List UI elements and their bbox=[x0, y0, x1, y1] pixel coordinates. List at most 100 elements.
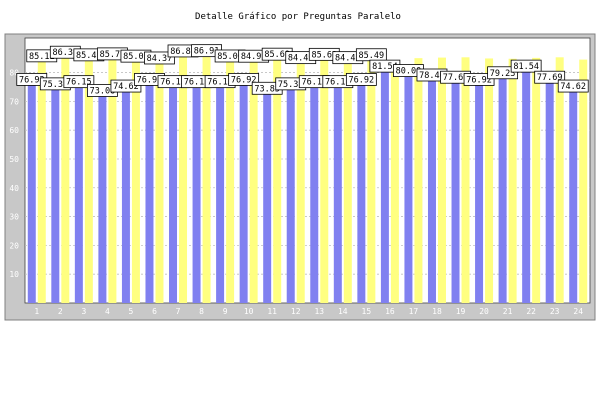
data-label-text: 81.54 bbox=[372, 62, 398, 72]
data-label: 76.92 bbox=[345, 73, 377, 86]
y-tick-label: 10 bbox=[9, 270, 19, 279]
x-tick-label: 2 bbox=[58, 307, 63, 316]
bar bbox=[51, 85, 60, 303]
data-label: 74.62 bbox=[110, 79, 142, 93]
y-tick-label: 70 bbox=[9, 97, 19, 106]
data-label-text: 80.00 bbox=[396, 67, 422, 77]
bar bbox=[427, 77, 436, 303]
y-tick-label: 60 bbox=[9, 126, 19, 135]
bar bbox=[380, 68, 389, 303]
x-tick-label: 12 bbox=[291, 307, 301, 316]
bar bbox=[239, 81, 248, 304]
data-label-text: 85.01 bbox=[123, 52, 149, 62]
data-label-text: 76.15 bbox=[325, 78, 351, 88]
data-label-text: 84.37 bbox=[147, 54, 173, 64]
bar bbox=[320, 56, 329, 303]
data-label-text: 78.46 bbox=[419, 71, 445, 81]
data-label-text: 86.91 bbox=[194, 47, 220, 57]
data-label-text: 76.92 bbox=[466, 75, 492, 85]
x-tick-label: 19 bbox=[456, 307, 466, 316]
bar bbox=[216, 83, 225, 303]
bar bbox=[508, 58, 517, 303]
data-label-text: 76.15 bbox=[207, 78, 233, 88]
data-label: 77.69 bbox=[534, 70, 566, 84]
data-label: 81.54 bbox=[510, 59, 542, 73]
data-label: 85.49 bbox=[355, 48, 387, 62]
data-label: 76.92 bbox=[134, 73, 165, 86]
data-labels: 85.11 76.92 86.37 75.38 85.45 76.15 85.79 73.08… bbox=[16, 44, 589, 97]
data-label-text: 79.23 bbox=[490, 69, 516, 79]
data-label-text: 76.15 bbox=[184, 78, 210, 88]
x-tick-label: 11 bbox=[267, 307, 277, 316]
data-label-text: 77.69 bbox=[443, 73, 469, 83]
data-label-text: 85.06 bbox=[217, 52, 243, 62]
data-label-box bbox=[345, 73, 377, 86]
data-label-text: 76.92 bbox=[137, 75, 163, 85]
data-label: 84.37 bbox=[144, 51, 175, 65]
data-label: 76.92 bbox=[463, 73, 495, 86]
x-tick-label: 24 bbox=[573, 307, 583, 316]
data-label-text: 76.15 bbox=[301, 78, 327, 88]
data-label-text: 76.15 bbox=[66, 78, 92, 88]
bar bbox=[145, 81, 154, 304]
data-label-box bbox=[144, 51, 175, 65]
data-label-text: 75.38 bbox=[278, 80, 304, 90]
data-label-text: 85.11 bbox=[29, 52, 55, 62]
data-label: 76.92 bbox=[228, 73, 260, 86]
data-label-text: 81.54 bbox=[513, 62, 539, 72]
data-label-box bbox=[463, 73, 495, 86]
data-label-text: 84.48 bbox=[335, 54, 361, 64]
data-label-text: 76.92 bbox=[349, 75, 375, 85]
data-label-text: 73.85 bbox=[254, 84, 280, 94]
x-tick-label: 23 bbox=[550, 307, 560, 316]
bar bbox=[98, 92, 107, 303]
bar bbox=[286, 85, 295, 303]
data-label-text: 76.15 bbox=[160, 78, 186, 88]
data-label-text: 85.79 bbox=[100, 50, 126, 60]
bar bbox=[61, 54, 70, 304]
x-tick-label: 8 bbox=[199, 307, 204, 316]
data-label-text: 86.81 bbox=[170, 47, 196, 57]
x-tick-label: 5 bbox=[129, 307, 134, 316]
bar bbox=[461, 57, 470, 303]
data-label: 79.23 bbox=[487, 66, 519, 80]
bar bbox=[367, 56, 376, 303]
bar bbox=[226, 57, 235, 303]
x-tick-label: 1 bbox=[34, 307, 39, 316]
x-tick-label: 6 bbox=[152, 307, 157, 316]
bar bbox=[121, 88, 130, 304]
data-label: 86.37 bbox=[49, 45, 81, 59]
x-tick-label: 7 bbox=[176, 307, 181, 316]
data-label-box bbox=[487, 66, 519, 80]
chart-title: Detalle Gráfico por Preguntas Paralelo bbox=[195, 12, 401, 22]
bar bbox=[357, 81, 366, 304]
x-tick-label: 4 bbox=[105, 307, 110, 316]
x-tick-label: 16 bbox=[385, 307, 395, 316]
data-label-text: 73.08 bbox=[90, 86, 116, 96]
data-label-box bbox=[557, 79, 589, 93]
x-tick-label: 10 bbox=[244, 307, 254, 316]
data-label: 74.62 bbox=[557, 79, 589, 93]
bar bbox=[249, 58, 258, 303]
bar bbox=[179, 52, 188, 303]
bar bbox=[579, 59, 588, 304]
bar bbox=[437, 57, 446, 303]
bar bbox=[404, 72, 413, 303]
data-label: 77.69 bbox=[440, 70, 471, 84]
bar bbox=[273, 56, 282, 304]
bar bbox=[84, 56, 93, 303]
data-label: 86.81 bbox=[167, 44, 199, 58]
bar bbox=[296, 59, 305, 303]
data-label: 76.15 bbox=[298, 75, 330, 89]
bars bbox=[27, 52, 588, 304]
data-label-text: 85.69 bbox=[264, 50, 290, 60]
bar bbox=[485, 58, 494, 304]
data-label-box bbox=[110, 79, 142, 93]
data-label-text: 85.49 bbox=[359, 51, 385, 61]
data-label: 75.38 bbox=[275, 77, 307, 91]
data-label-box bbox=[228, 73, 260, 86]
data-label-text: 84.99 bbox=[241, 52, 267, 62]
bar bbox=[555, 57, 564, 303]
bar bbox=[498, 74, 507, 304]
